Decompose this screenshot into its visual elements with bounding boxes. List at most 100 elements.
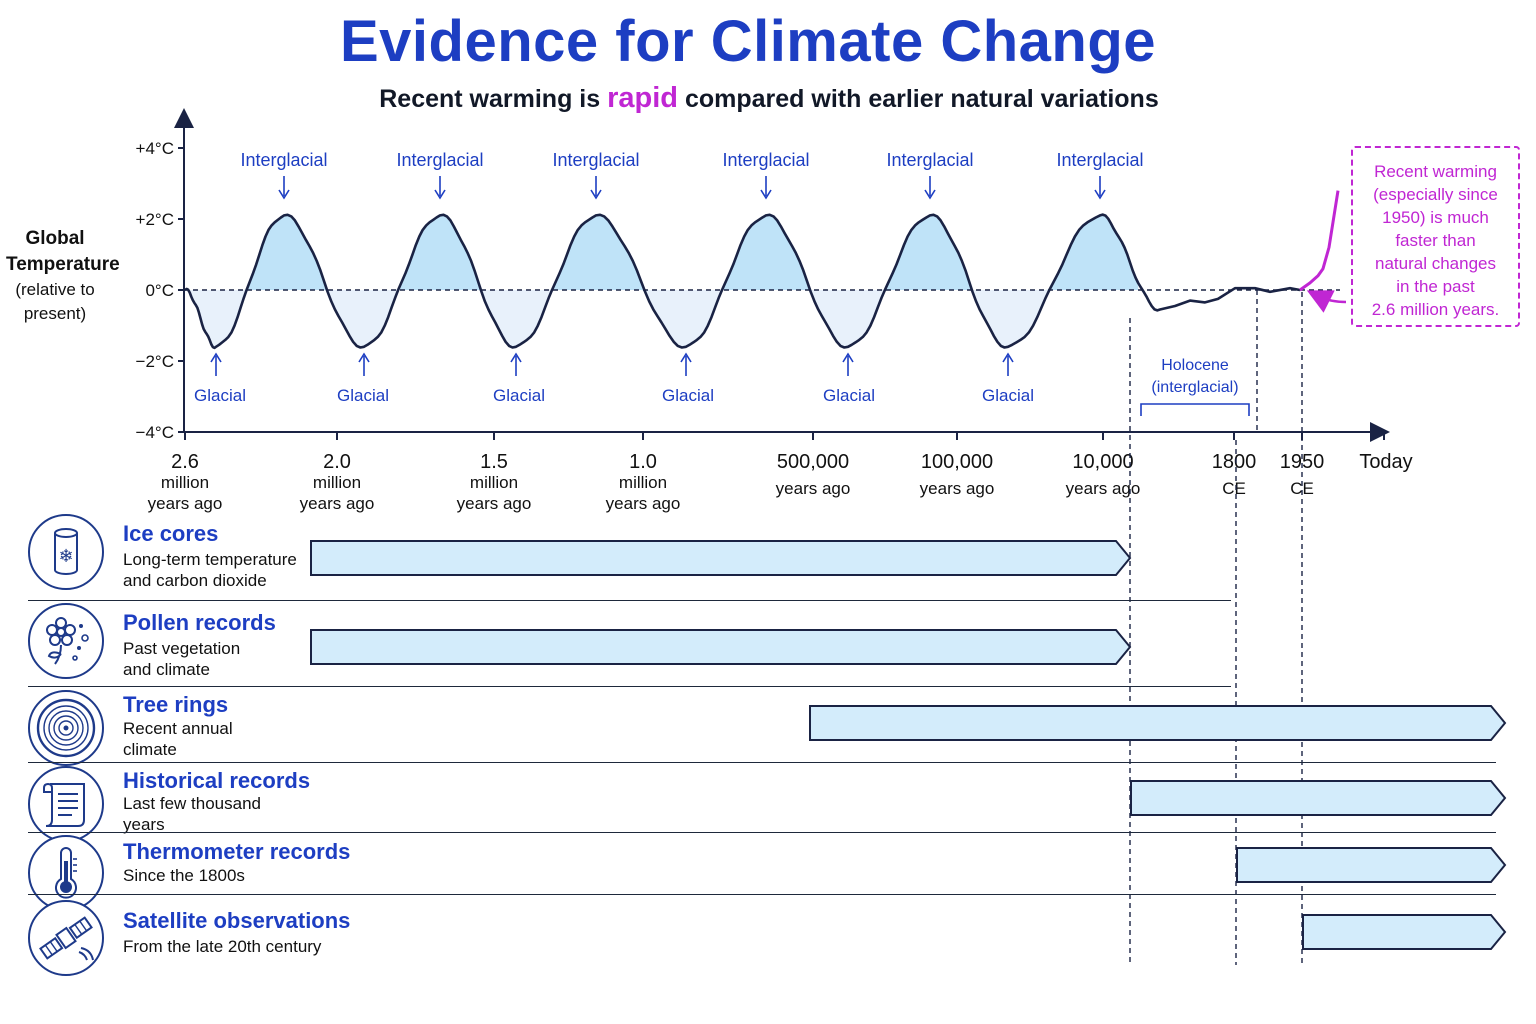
down-arrow-icon xyxy=(1094,189,1106,200)
callout-line: 1950) is much xyxy=(1382,208,1489,227)
callout-line: in the past xyxy=(1396,277,1475,296)
up-arrow-icon xyxy=(680,352,692,363)
time-span-arrow xyxy=(310,629,1132,665)
glacial-label: Glacial xyxy=(493,386,545,405)
x-tick-label: 1800 xyxy=(1212,451,1257,473)
proxy-description: Last few thousand years xyxy=(123,793,313,835)
glacial-label: Glacial xyxy=(337,386,389,405)
subtitle-highlight: rapid xyxy=(607,82,679,114)
interglacial-label: Interglacial xyxy=(396,150,483,170)
y-axis-label-line3: (relative to xyxy=(15,280,95,299)
y-axis-label-line1: Global xyxy=(25,228,85,249)
recent-warming-line xyxy=(1299,190,1340,292)
row-divider xyxy=(28,600,1231,601)
glacial-fill xyxy=(185,290,1139,348)
callout-line: natural changes xyxy=(1375,254,1496,273)
proxy-description-line: Since the 1800s xyxy=(123,866,245,885)
row-divider xyxy=(28,686,1231,687)
proxy-description: Since the 1800s xyxy=(123,865,383,886)
x-tick-label: years ago xyxy=(148,494,223,513)
temperature-series-line xyxy=(184,213,1301,350)
proxy-description-line: climate xyxy=(123,740,177,759)
proxy-description-line: From the late 20th century xyxy=(123,937,322,956)
down-arrow-icon xyxy=(590,189,602,200)
time-span-arrow xyxy=(1236,847,1507,883)
proxy-name: Ice cores xyxy=(123,521,219,546)
up-arrow-icon xyxy=(842,352,854,363)
row-divider xyxy=(28,894,1496,895)
up-arrow-icon xyxy=(358,352,370,363)
satellite-icon xyxy=(28,900,104,976)
proxy-description-line: Recent annual xyxy=(123,719,233,738)
y-tick-label: +4°C xyxy=(136,139,174,158)
flower-pollen-icon xyxy=(28,603,104,679)
callout-line: 2.6 million years. xyxy=(1371,300,1500,319)
x-tick-label: years ago xyxy=(1066,479,1141,498)
ice-core-icon: ❄ xyxy=(28,514,104,590)
time-span-bar xyxy=(310,629,1132,665)
proxy-name: Historical records xyxy=(123,768,311,793)
time-span-bar xyxy=(1302,914,1507,950)
tree-rings-icon xyxy=(28,690,104,766)
y-axis-label: Global Temperature (relative to present) xyxy=(6,226,120,326)
y-axis-label-line4: present) xyxy=(23,304,87,323)
up-arrow-icon xyxy=(510,352,522,363)
recent-warming-callout: Recent warming (especially since 1950) i… xyxy=(1351,146,1520,327)
x-tick-label: years ago xyxy=(776,479,851,498)
callout-line: Recent warming xyxy=(1374,162,1497,181)
x-tick-label: 1.0 xyxy=(629,451,657,473)
proxy-description: From the late 20th century xyxy=(123,936,383,957)
down-arrow-icon xyxy=(434,189,446,200)
proxy-description-line: Last few thousand xyxy=(123,794,261,813)
time-span-bar xyxy=(310,540,1132,576)
proxy-name: Thermometer records xyxy=(123,839,351,864)
y-tick-label: +2°C xyxy=(136,210,174,229)
x-tick-label: 1950 xyxy=(1280,451,1325,473)
y-axis-label-line2: Temperature xyxy=(6,254,120,275)
x-tick-label: years ago xyxy=(606,494,681,513)
x-tick-label: million xyxy=(161,473,209,492)
svg-text:❄: ❄ xyxy=(58,546,73,566)
glacial-label: Glacial xyxy=(982,386,1034,405)
y-tick-label: −2°C xyxy=(136,352,174,371)
x-tick-label: years ago xyxy=(300,494,375,513)
subtitle-after: compared with earlier natural variations xyxy=(678,85,1159,113)
interglacial-fill xyxy=(185,214,1139,290)
x-tick-label: 10,000 xyxy=(1072,451,1133,473)
x-tick-label: 500,000 xyxy=(777,451,849,473)
proxy-description-line: and climate xyxy=(123,660,210,679)
time-span-bar xyxy=(1130,780,1507,816)
scroll-icon xyxy=(28,766,104,842)
down-arrow-icon xyxy=(760,189,772,200)
x-tick-label: years ago xyxy=(920,479,995,498)
proxy-description: Recent annual climate xyxy=(123,718,313,760)
up-arrow-icon xyxy=(1002,352,1014,363)
proxy-description-line: Past vegetation xyxy=(123,639,241,658)
up-arrow-icon xyxy=(210,352,222,363)
x-tick-label: CE xyxy=(1290,479,1314,498)
x-tick-label: Today xyxy=(1359,451,1412,473)
page-title: Evidence for Climate Change xyxy=(339,9,1157,74)
y-tick-label: 0°C xyxy=(145,281,174,300)
proxy-description-line: years xyxy=(123,815,165,834)
x-tick-label: 2.6 xyxy=(171,451,199,473)
callout-arrow xyxy=(1306,290,1347,313)
page-subtitle: Recent warming is rapid compared with ea… xyxy=(0,82,1536,115)
holocene-label: Holocene xyxy=(1161,357,1229,374)
time-span-bar xyxy=(1236,847,1507,883)
x-tick-label: million xyxy=(313,473,361,492)
time-span-arrow xyxy=(1130,780,1507,816)
time-span-arrow xyxy=(809,705,1507,741)
holocene-label: (interglacial) xyxy=(1151,379,1238,396)
time-span-arrow xyxy=(1302,914,1507,950)
x-tick-label: million xyxy=(619,473,667,492)
time-span-arrow xyxy=(310,540,1132,576)
y-tick-label: −4°C xyxy=(136,423,174,442)
proxy-description: Long-term temperature and carbon dioxide xyxy=(123,549,313,591)
interglacial-label: Interglacial xyxy=(722,150,809,170)
subtitle-before: Recent warming is xyxy=(379,85,608,113)
glacial-label: Glacial xyxy=(194,386,246,405)
x-tick-label: years ago xyxy=(457,494,532,513)
proxy-name: Tree rings xyxy=(123,692,229,717)
